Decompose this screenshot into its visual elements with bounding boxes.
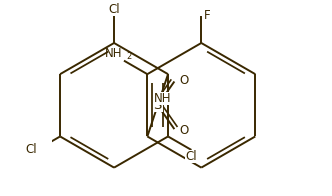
Text: F: F xyxy=(204,9,210,23)
Text: $_2$: $_2$ xyxy=(126,49,132,62)
Text: Cl: Cl xyxy=(108,3,120,16)
Text: Cl: Cl xyxy=(186,150,197,163)
Text: Cl: Cl xyxy=(25,143,37,156)
Text: S: S xyxy=(153,99,162,112)
Text: NH: NH xyxy=(104,47,122,60)
Text: O: O xyxy=(180,124,189,137)
Text: O: O xyxy=(180,74,189,87)
Text: NH: NH xyxy=(154,92,172,105)
